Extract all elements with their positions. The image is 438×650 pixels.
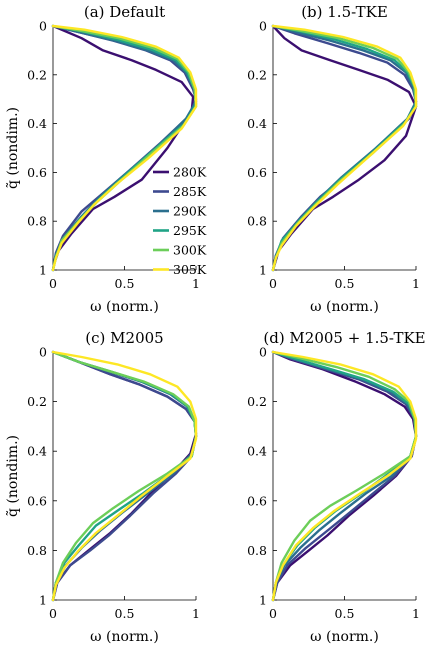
y-tick-label: 0.8	[247, 543, 267, 558]
x-tick-label: 1	[192, 606, 200, 621]
panel-title: (d) M2005 + 1.5-TKE	[263, 329, 425, 347]
panel-title: (c) M2005	[85, 329, 163, 347]
y-tick-label: 0	[259, 19, 267, 34]
y-tick-label: 0.4	[27, 444, 47, 459]
series-line-285K	[51, 350, 198, 602]
legend-label: 305K	[173, 262, 207, 277]
series-line-305K	[51, 350, 198, 602]
x-axis-label: ω (norm.)	[90, 299, 159, 315]
y-tick-label: 0.8	[247, 214, 267, 229]
legend-label: 285K	[173, 184, 207, 199]
y-tick-label: 0.8	[27, 543, 47, 558]
y-tick-label: 0.2	[27, 67, 47, 82]
y-tick-label: 0.6	[27, 493, 47, 508]
x-tick-label: 0	[269, 276, 277, 291]
y-tick-label: 1	[39, 593, 47, 608]
y-tick-label: 0.6	[247, 165, 267, 180]
legend-label: 295K	[173, 223, 207, 238]
x-tick-label: 0	[269, 606, 277, 621]
y-tick-label: 0.2	[247, 394, 267, 409]
y-tick-label: 1	[39, 263, 47, 278]
y-tick-label: 1	[259, 593, 267, 608]
y-tick-label: 0.6	[27, 165, 47, 180]
y-tick-label: 0.2	[27, 394, 47, 409]
series-line-305K	[271, 24, 418, 272]
x-tick-label: 0	[49, 606, 57, 621]
series-line-280K	[271, 24, 418, 272]
x-tick-label: 1	[412, 276, 420, 291]
y-tick-label: 0	[259, 345, 267, 360]
y-tick-label: 0.6	[247, 493, 267, 508]
y-tick-label: 0.4	[27, 116, 47, 131]
legend-label: 300K	[173, 243, 207, 258]
legend: 280K 285K 290K 295K 300K 305K	[153, 165, 207, 277]
x-tick-label: 0.5	[115, 276, 135, 291]
x-tick-label: 1	[192, 276, 200, 291]
x-axis-label: ω (norm.)	[310, 629, 379, 645]
legend-label: 280K	[173, 165, 207, 180]
y-tick-label: 0.2	[247, 67, 267, 82]
y-tick-label: 0.8	[27, 214, 47, 229]
panel-title: (a) Default	[84, 3, 165, 21]
x-tick-label: 0.5	[335, 606, 355, 621]
y-axis-label: q̃ (nondim.)	[5, 435, 21, 517]
x-axis-label: ω (norm.)	[90, 629, 159, 645]
y-tick-label: 0	[39, 19, 47, 34]
x-tick-label: 0.5	[115, 606, 135, 621]
y-tick-label: 0	[39, 345, 47, 360]
y-axis-label: q̃ (nondim.)	[5, 107, 21, 189]
x-tick-label: 0	[49, 276, 57, 291]
x-tick-label: 0.5	[335, 276, 355, 291]
legend-label: 290K	[173, 204, 207, 219]
x-tick-label: 1	[412, 606, 420, 621]
series-line-305K	[271, 350, 418, 602]
x-axis-label: ω (norm.)	[310, 299, 379, 315]
y-tick-label: 0.4	[247, 444, 267, 459]
y-tick-label: 0.4	[247, 116, 267, 131]
panel-title: (b) 1.5-TKE	[301, 3, 388, 21]
series-line-305K	[51, 24, 198, 272]
y-tick-label: 1	[259, 263, 267, 278]
